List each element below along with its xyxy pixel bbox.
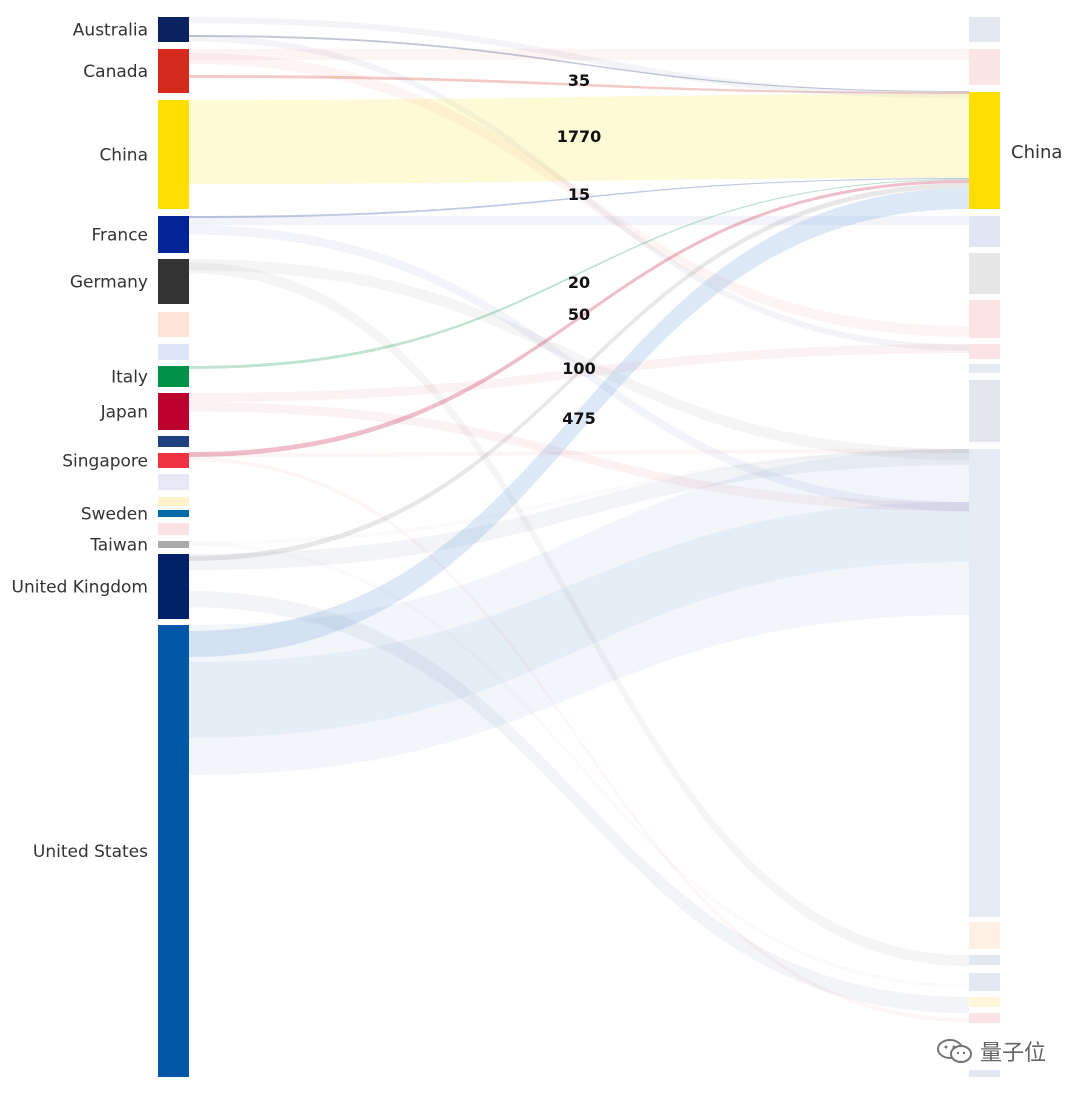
target-node-unlabeled-15[interactable] [969,1070,1000,1077]
background-flow [189,591,969,1014]
source-node-united-kingdom[interactable] [158,554,189,619]
flow-france-to-china [189,178,969,218]
flows-to-china [189,35,969,657]
background-flow [189,35,969,351]
flow-value-labels: 35 1770 15 20 50 100 475 [557,71,602,428]
source-label-australia: Australia [73,21,148,41]
source-node-unlabeled-11[interactable] [158,474,189,490]
source-label-italy: Italy [111,368,148,388]
target-node-unlabeled-5[interactable] [969,300,1000,338]
background-flow [189,344,969,403]
wechat-icon [936,1039,972,1063]
target-node-unlabeled-6[interactable] [969,344,1000,359]
source-label-germany: Germany [70,273,148,293]
background-flow [189,449,969,457]
flow-value-label: 50 [568,305,590,324]
source-node-canada[interactable] [158,49,189,93]
target-node-unlabeled-12[interactable] [969,973,1000,991]
source-nodes [158,17,189,1077]
flow-value-label: 475 [562,409,595,428]
background-flow [189,53,969,337]
flow-italy-to-china [189,179,969,369]
flow-canada-to-china [189,75,969,94]
source-label-france: France [91,226,148,246]
target-node-unlabeled-9[interactable] [969,449,1000,917]
source-node-taiwan[interactable] [158,541,189,548]
source-label-united-kingdom: United Kingdom [12,578,148,598]
background-flow [189,262,969,967]
target-node-unlabeled-3[interactable] [969,216,1000,247]
target-node-unlabeled-14[interactable] [969,1013,1000,1023]
source-node-china[interactable] [158,100,189,209]
target-nodes [969,17,1000,1077]
background-flow [189,49,969,60]
target-node-unlabeled-1[interactable] [969,49,1000,85]
source-node-singapore[interactable] [158,453,189,468]
flow-china-to-china [189,94,969,184]
source-node-italy[interactable] [158,366,189,387]
flow-australia-to-china [189,35,969,92]
flow-value-label: 20 [568,273,590,292]
source-node-japan[interactable] [158,393,189,430]
source-label-canada: Canada [83,62,148,82]
target-node-unlabeled-8[interactable] [969,380,1000,442]
target-node-unlabeled-7[interactable] [969,364,1000,373]
source-label-china: China [99,146,148,166]
target-node-china[interactable] [969,92,1000,209]
source-node-unlabeled-6[interactable] [158,344,189,360]
watermark: 量子位 [936,1035,1046,1067]
background-flow [189,259,969,461]
source-label-singapore: Singapore [62,452,148,472]
background-flow [189,457,969,1022]
background-flow [189,402,969,512]
flow-value-label: 1770 [557,127,602,146]
flow-value-label: 35 [568,71,590,90]
source-node-unlabeled-9[interactable] [158,436,189,447]
source-node-germany[interactable] [158,259,189,304]
source-labels: Australia Canada China France Germany Italy Ja… [12,21,149,863]
background-flow [189,216,969,226]
background-flow [189,542,969,988]
source-label-united-states: United States [33,842,148,862]
source-node-france[interactable] [158,216,189,253]
target-node-unlabeled-13[interactable] [969,997,1000,1007]
source-node-unlabeled-5[interactable] [158,312,189,337]
source-label-taiwan: Taiwan [89,536,148,556]
target-node-unlabeled-0[interactable] [969,17,1000,42]
source-label-sweden: Sweden [81,505,148,525]
background-flow [189,17,969,99]
flow-taiwan-to-china [189,183,969,561]
source-label-japan: Japan [100,403,148,423]
target-node-unlabeled-4[interactable] [969,253,1000,294]
source-node-unlabeled-14[interactable] [158,523,189,535]
target-label-china: China [1011,142,1062,163]
source-node-sweden[interactable] [158,510,189,517]
background-flow [189,502,969,775]
flow-japan-to-china [189,180,969,457]
background-flow [189,449,969,545]
target-node-unlabeled-11[interactable] [969,955,1000,965]
source-node-united-states[interactable] [158,625,189,1077]
flow-value-label: 15 [568,185,590,204]
source-node-australia[interactable] [158,17,189,42]
background-flows [189,17,969,1022]
background-flow [189,225,969,512]
flow-united-states-to-china [189,188,969,657]
background-flow [189,449,969,738]
watermark-text: 量子位 [979,1041,1046,1066]
flow-value-label: 100 [562,359,595,378]
source-node-unlabeled-12[interactable] [158,497,189,506]
background-flow [189,449,969,571]
target-node-unlabeled-10[interactable] [969,922,1000,949]
